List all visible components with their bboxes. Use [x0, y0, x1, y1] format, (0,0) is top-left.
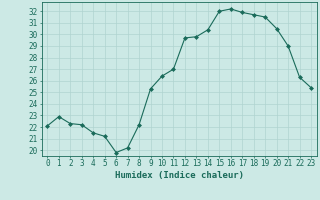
X-axis label: Humidex (Indice chaleur): Humidex (Indice chaleur) — [115, 171, 244, 180]
